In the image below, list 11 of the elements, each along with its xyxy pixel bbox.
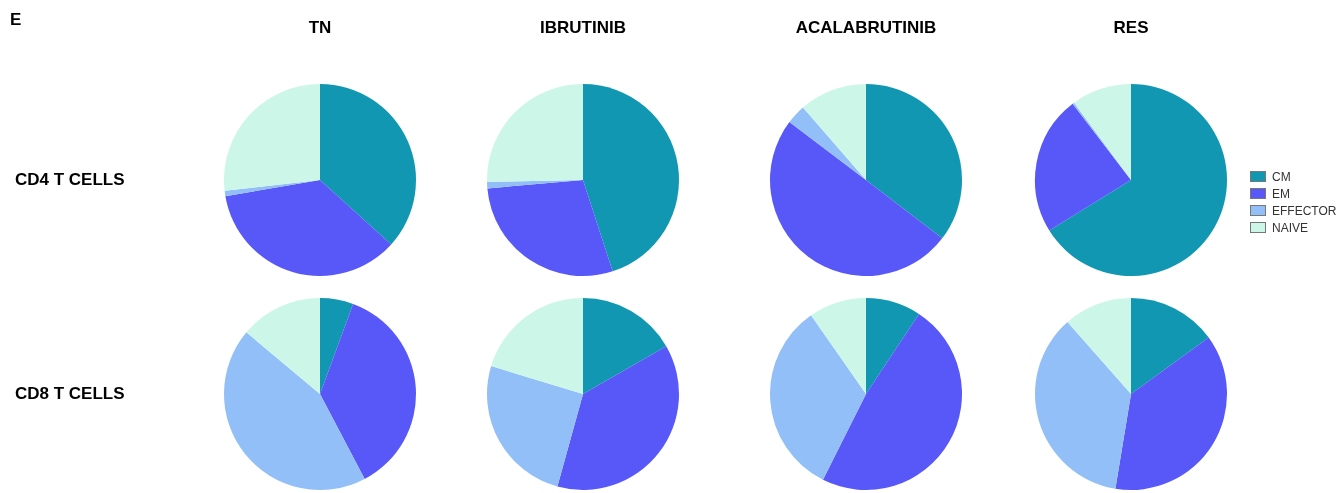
legend-label: EM bbox=[1272, 186, 1290, 201]
legend-label: EFFECTOR bbox=[1272, 203, 1336, 218]
chart-title: TN bbox=[307, 18, 333, 38]
text: CD8 T CELLS bbox=[15, 384, 126, 404]
text: CD4 T CELLS bbox=[15, 170, 126, 190]
chart-title: RES bbox=[1112, 18, 1150, 38]
chart-title: IBRUTINIB bbox=[539, 18, 627, 38]
chart-title: ACALABRUTINIB bbox=[794, 18, 938, 38]
text: E bbox=[10, 10, 22, 30]
legend-label: CM bbox=[1272, 169, 1291, 184]
legend-label: NAIVE bbox=[1272, 220, 1309, 235]
